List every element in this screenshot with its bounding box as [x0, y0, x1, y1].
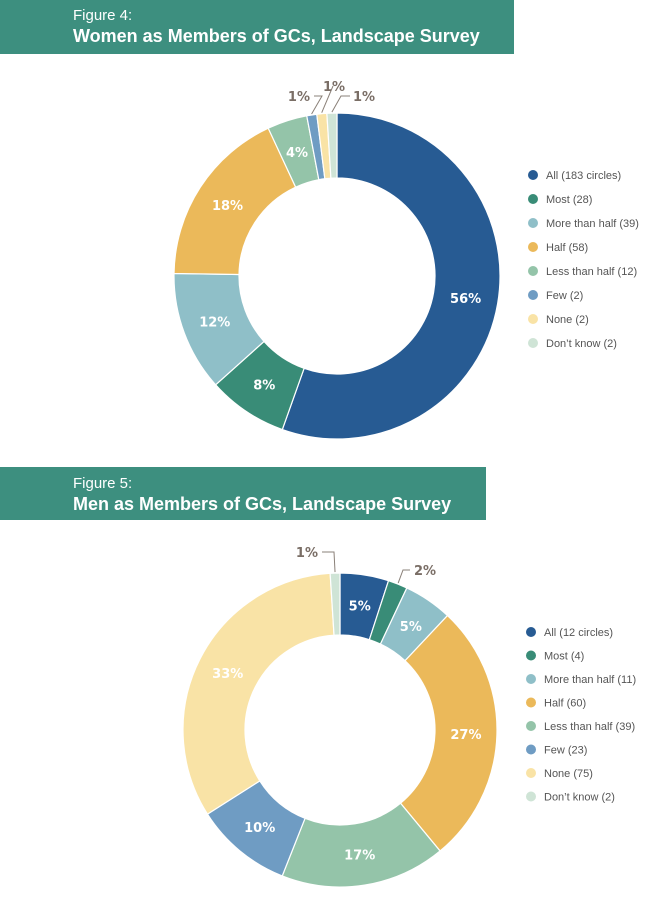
- fig5-leader-1: [397, 569, 410, 584]
- fig4-legend-marker-1: [528, 194, 538, 204]
- fig5-legend-label-4: Less than half (39): [544, 721, 635, 733]
- fig5-slice-7: [329, 572, 341, 636]
- fig4-legend-marker-3: [528, 242, 538, 252]
- figure-4-title: Women as Members of GCs, Landscape Surve…: [73, 26, 480, 46]
- fig5-legend-marker-3: [526, 697, 536, 708]
- fig4-leader-5: [311, 95, 323, 115]
- fig5-legend-marker-4: [526, 721, 536, 731]
- fig5-value-label-2: 5%: [400, 620, 422, 635]
- fig5-legend-marker-7: [526, 791, 536, 802]
- fig4-leader-7: [331, 95, 350, 113]
- fig5-legend-label-1: Most (4): [544, 651, 584, 663]
- fig4-legend-marker-2: [528, 218, 538, 228]
- fig4-value-label-4: 4%: [286, 146, 308, 161]
- fig4-legend-marker-5: [528, 290, 538, 300]
- fig5-legend-marker-5: [526, 744, 536, 755]
- fig4-value-label-5: 1%: [288, 90, 310, 105]
- fig4-value-label-3: 18%: [212, 199, 243, 214]
- fig4-slice-7: [326, 112, 338, 179]
- figure-4-donut-chart: 56% 8% 12% 18% 4% 1% 1% 1% All (183 circles) Most…: [173, 80, 639, 440]
- fig4-value-label-7: 1%: [353, 90, 375, 105]
- fig5-value-label-5: 10%: [244, 821, 275, 836]
- fig5-value-label-6: 33%: [212, 667, 243, 682]
- fig4-legend-label-3: Half (58): [546, 242, 588, 254]
- fig5-value-label-1: 2%: [414, 564, 436, 579]
- fig5-value-label-0: 5%: [349, 600, 371, 615]
- fig4-legend-label-6: None (2): [546, 314, 589, 326]
- figure-4-number: Figure 4:: [73, 7, 133, 24]
- fig4-legend-label-0: All (183 circles): [546, 170, 621, 182]
- fig4-value-label-1: 8%: [253, 378, 275, 393]
- figure-4-header: Figure 4: Women as Members of GCs, Lands…: [0, 0, 514, 54]
- fig5-value-label-3: 27%: [450, 728, 481, 743]
- fig5-legend-label-5: Few (23): [544, 745, 587, 757]
- fig4-legend-label-1: Most (28): [546, 194, 592, 206]
- fig5-legend-marker-6: [526, 768, 536, 778]
- fig5-legend-label-0: All (12 circles): [544, 627, 613, 639]
- fig4-slice-0: [281, 112, 501, 440]
- fig5-legend-label-6: None (75): [544, 768, 593, 780]
- fig4-value-label-0: 56%: [450, 292, 481, 307]
- fig4-legend-label-4: Less than half (12): [546, 266, 637, 278]
- fig4-value-label-6: 1%: [323, 80, 345, 95]
- fig5-leader-7: [322, 551, 336, 573]
- fig5-legend-label-3: Half (60): [544, 698, 586, 710]
- fig5-value-label-7: 1%: [296, 546, 318, 561]
- figure-5-donut-chart: 5% 2% 5% 27% 17% 10% 33% 1% All (12 circles) Most…: [182, 546, 636, 888]
- fig5-legend-label-2: More than half (11): [544, 674, 636, 686]
- fig5-legend-marker-2: [526, 674, 536, 684]
- fig4-legend-marker-6: [528, 314, 538, 324]
- figure-5-number: Figure 5:: [73, 475, 133, 492]
- fig5-slice-3: [399, 614, 498, 852]
- fig4-legend-marker-7: [528, 338, 538, 348]
- fig5-value-label-4: 17%: [344, 848, 375, 863]
- fig4-legend-label-2: More than half (39): [546, 218, 639, 230]
- fig4-legend-marker-0: [528, 170, 538, 180]
- fig5-slice-6: [182, 572, 335, 815]
- fig5-legend-marker-0: [526, 627, 536, 637]
- fig5-legend-label-7: Don’t know (2): [544, 792, 615, 804]
- fig4-legend-label-7: Don’t know (2): [546, 338, 617, 350]
- fig4-value-label-2: 12%: [199, 316, 230, 331]
- fig4-legend-marker-4: [528, 266, 538, 276]
- figure-5-header: Figure 5: Men as Members of GCs, Landsca…: [0, 467, 486, 520]
- fig4-leader-6: [321, 85, 334, 113]
- figure-5-title: Men as Members of GCs, Landscape Survey: [73, 494, 452, 514]
- fig5-legend-marker-1: [526, 650, 536, 661]
- fig4-legend-label-5: Few (2): [546, 290, 583, 302]
